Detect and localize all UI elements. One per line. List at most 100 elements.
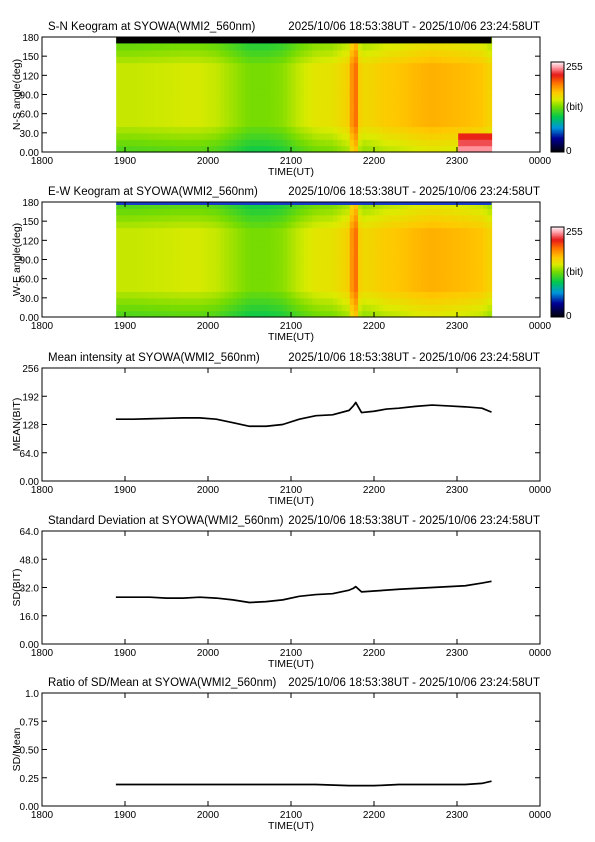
keogram-cell (470, 68, 476, 76)
keogram-cell (149, 297, 155, 305)
keogram-cell (274, 145, 280, 153)
keogram-cell (237, 43, 242, 51)
keogram-cell (470, 291, 476, 299)
keogram-cell (328, 132, 334, 140)
keogram-cell (449, 94, 455, 102)
keogram-cell (324, 145, 330, 153)
keogram-cell (120, 310, 126, 318)
keogram-cell (320, 291, 326, 299)
keogram-cell (479, 88, 484, 96)
keogram-cell (228, 285, 234, 293)
keogram-cell (224, 107, 230, 115)
keogram-cell (178, 227, 184, 235)
keogram-cell (262, 259, 267, 267)
keogram-cell (428, 56, 434, 64)
keogram-cell (328, 297, 334, 305)
keogram-cell (207, 62, 213, 70)
keogram-cell (178, 68, 184, 76)
keogram-cell (245, 100, 251, 108)
keogram-cell (462, 240, 468, 248)
keogram-cell (312, 259, 317, 267)
keogram-cell (333, 145, 338, 153)
keogram-cell (157, 233, 163, 241)
keogram-cell (362, 291, 368, 299)
keogram-cell (466, 107, 472, 115)
keogram-cell (224, 233, 230, 241)
keogram-cell (420, 285, 426, 293)
keogram-cell (416, 107, 422, 115)
keogram-cell (353, 297, 359, 305)
keogram-cell (470, 107, 476, 115)
keogram-cell (445, 272, 451, 280)
keogram-cell (116, 285, 121, 293)
keogram-cell (303, 253, 309, 261)
keogram-cell (366, 227, 372, 235)
keogram-cell (441, 304, 447, 312)
keogram-cell (137, 88, 142, 96)
keogram-cell (162, 56, 167, 64)
keogram-cell (324, 56, 330, 64)
keogram-cell (232, 227, 238, 235)
keogram-cell (157, 259, 163, 267)
keogram-cell (128, 120, 134, 128)
keogram-cell (120, 272, 126, 280)
keogram-cell (445, 214, 451, 222)
keogram-cell (337, 246, 342, 254)
keogram-cell (391, 246, 397, 254)
keogram-cell (212, 62, 217, 70)
keogram-cell (174, 107, 180, 115)
keogram-cell (383, 272, 388, 280)
keogram-cell (328, 81, 334, 89)
keogram-cell (445, 139, 451, 147)
keogram-cell (370, 272, 376, 280)
colorbar-segment (551, 248, 564, 250)
keogram-cell (170, 272, 176, 280)
keogram-cell (187, 56, 192, 64)
keogram-cell (312, 113, 317, 121)
keogram-cell (245, 253, 251, 261)
keogram-cell (412, 221, 418, 229)
keogram-cell (378, 100, 384, 108)
keogram-cell (408, 56, 413, 64)
keogram-cell (349, 278, 355, 286)
keogram-cell (132, 113, 138, 121)
chart-panel-5: Ratio of SD/Mean at SYOWA(WMI2_560nm) 202… (11, 677, 552, 832)
keogram-cell (441, 145, 447, 153)
keogram-cell (399, 272, 405, 280)
keogram-cell (383, 88, 388, 96)
colorbar-segment (551, 108, 564, 111)
keogram-cell (278, 68, 284, 76)
keogram-cell (245, 43, 251, 51)
keogram-cell (387, 100, 393, 108)
keogram-cell (345, 49, 351, 57)
keogram-cell (416, 100, 422, 108)
keogram-cell (449, 145, 455, 153)
keogram-cell (366, 68, 372, 76)
y-tick-label: 0.00 (20, 640, 40, 651)
keogram-cell (383, 56, 388, 64)
keogram-cell (283, 240, 288, 248)
colorbar-segment (551, 246, 564, 249)
keogram-cell (174, 100, 180, 108)
keogram-cell (166, 120, 172, 128)
keogram-cell (487, 240, 493, 248)
keogram-cell (358, 265, 363, 273)
keogram-cell (274, 297, 280, 305)
keogram-cell (320, 265, 326, 273)
keogram-cell (466, 278, 472, 286)
colorbar-segment (551, 291, 564, 294)
keogram-cell (299, 107, 305, 115)
keogram-cell (387, 62, 393, 70)
keogram-cell (124, 120, 130, 128)
keogram-cell (137, 81, 142, 89)
keogram-cell (441, 107, 447, 115)
keogram-cell (124, 100, 130, 108)
keogram-cell (316, 94, 322, 102)
keogram-cell (483, 107, 488, 115)
colorbar-segment (551, 70, 564, 73)
keogram-cell (412, 278, 418, 286)
keogram-cell (149, 272, 155, 280)
keogram-cell (153, 202, 159, 209)
colorbar-segment (551, 146, 564, 149)
keogram-cell (220, 253, 226, 261)
